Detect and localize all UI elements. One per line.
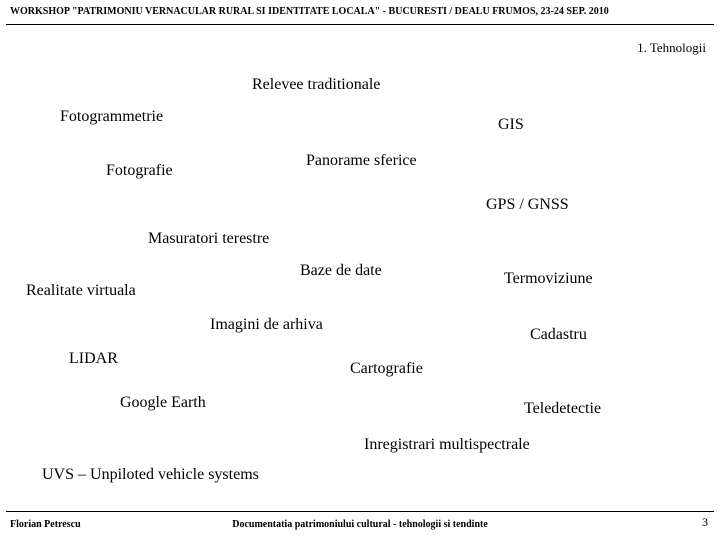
term-item: Inregistrari multispectrale: [364, 436, 530, 454]
term-item: UVS – Unpiloted vehicle systems: [42, 466, 259, 484]
term-item: Teledetectie: [524, 400, 601, 418]
header-rule: [6, 24, 714, 25]
footer-page-number: 3: [702, 515, 708, 530]
footer-rule: [6, 511, 714, 512]
term-item: GIS: [498, 116, 524, 134]
term-item: Termoviziune: [504, 270, 593, 288]
term-item: Realitate virtuala: [26, 282, 136, 300]
term-item: Baze de date: [300, 262, 382, 280]
term-item: Panorame sferice: [306, 152, 417, 170]
term-item: Relevee traditionale: [252, 76, 380, 94]
section-label: 1. Tehnologii: [637, 40, 706, 56]
term-item: Imagini de arhiva: [210, 316, 323, 334]
term-item: GPS / GNSS: [486, 196, 569, 214]
header-title: WORKSHOP "PATRIMONIU VERNACULAR RURAL SI…: [10, 6, 609, 17]
term-item: Cartografie: [350, 360, 423, 378]
term-item: Fotogrammetrie: [60, 108, 163, 126]
term-item: Cadastru: [530, 326, 587, 344]
footer-title: Documentatia patrimoniului cultural - te…: [232, 519, 488, 530]
term-item: Google Earth: [120, 394, 206, 412]
term-item: Masuratori terestre: [148, 230, 269, 248]
term-item: Fotografie: [106, 162, 173, 180]
footer-author: Florian Petrescu: [10, 519, 81, 530]
term-item: LIDAR: [69, 350, 118, 368]
